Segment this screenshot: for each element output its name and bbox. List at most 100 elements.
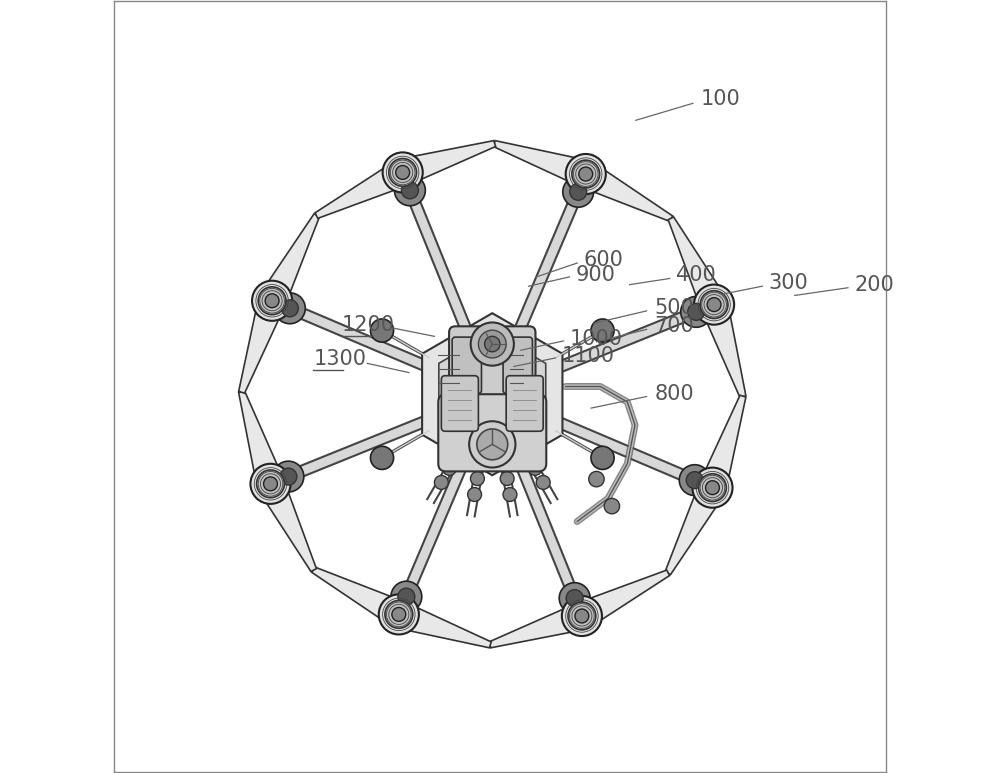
Circle shape — [591, 446, 614, 469]
Circle shape — [370, 446, 394, 469]
Polygon shape — [258, 478, 316, 571]
Text: 1000: 1000 — [569, 329, 622, 349]
Circle shape — [528, 461, 542, 475]
Circle shape — [679, 465, 710, 495]
FancyBboxPatch shape — [506, 376, 543, 431]
FancyBboxPatch shape — [449, 326, 535, 404]
Polygon shape — [439, 332, 546, 456]
Circle shape — [562, 596, 602, 636]
Circle shape — [706, 481, 719, 495]
FancyBboxPatch shape — [441, 376, 478, 431]
Polygon shape — [239, 391, 284, 488]
Circle shape — [485, 336, 500, 352]
Circle shape — [391, 581, 422, 612]
Circle shape — [604, 499, 620, 514]
Polygon shape — [699, 395, 746, 492]
Circle shape — [503, 488, 517, 502]
Circle shape — [570, 183, 587, 200]
Circle shape — [379, 594, 419, 635]
Circle shape — [692, 468, 733, 508]
Polygon shape — [665, 482, 725, 574]
Text: 1200: 1200 — [342, 315, 395, 335]
Circle shape — [370, 319, 394, 342]
Polygon shape — [701, 301, 746, 397]
Polygon shape — [260, 214, 319, 307]
Circle shape — [258, 287, 286, 315]
Circle shape — [264, 477, 277, 491]
Polygon shape — [558, 418, 697, 485]
Text: 300: 300 — [769, 273, 808, 293]
Circle shape — [591, 319, 614, 342]
Circle shape — [694, 284, 734, 325]
Circle shape — [385, 601, 413, 628]
Polygon shape — [576, 570, 670, 628]
Polygon shape — [239, 296, 285, 393]
Polygon shape — [489, 603, 586, 648]
Circle shape — [559, 583, 590, 614]
Circle shape — [572, 160, 600, 188]
FancyBboxPatch shape — [503, 337, 532, 393]
Polygon shape — [405, 189, 470, 329]
Circle shape — [699, 474, 726, 502]
Circle shape — [434, 475, 448, 489]
Circle shape — [478, 330, 506, 358]
Circle shape — [566, 590, 583, 607]
Circle shape — [252, 281, 292, 321]
Circle shape — [500, 472, 514, 485]
Polygon shape — [399, 141, 496, 186]
Circle shape — [280, 468, 297, 485]
Circle shape — [273, 461, 304, 492]
Circle shape — [394, 175, 425, 206]
Circle shape — [471, 322, 514, 366]
Circle shape — [468, 488, 482, 502]
Polygon shape — [558, 307, 698, 372]
Circle shape — [686, 472, 703, 489]
Polygon shape — [315, 160, 409, 218]
Circle shape — [383, 152, 423, 192]
Circle shape — [575, 609, 589, 623]
Circle shape — [566, 154, 606, 194]
Circle shape — [477, 429, 508, 460]
Circle shape — [707, 298, 721, 312]
Polygon shape — [394, 601, 491, 648]
Polygon shape — [668, 217, 726, 311]
Circle shape — [257, 470, 284, 498]
FancyBboxPatch shape — [452, 337, 481, 393]
Circle shape — [688, 303, 705, 320]
Circle shape — [265, 294, 279, 308]
Text: 100: 100 — [701, 90, 740, 110]
Circle shape — [700, 291, 728, 318]
Polygon shape — [579, 162, 673, 221]
Circle shape — [274, 293, 305, 324]
Polygon shape — [515, 460, 580, 600]
Polygon shape — [312, 567, 405, 627]
Circle shape — [392, 608, 406, 621]
Text: 700: 700 — [654, 316, 694, 336]
Circle shape — [536, 475, 550, 489]
Circle shape — [401, 182, 418, 199]
Text: 800: 800 — [654, 384, 694, 404]
Text: 1300: 1300 — [313, 349, 366, 369]
Polygon shape — [516, 189, 583, 329]
Text: 500: 500 — [654, 298, 694, 318]
Circle shape — [563, 176, 594, 207]
Circle shape — [589, 472, 604, 487]
Circle shape — [250, 464, 291, 504]
FancyBboxPatch shape — [438, 394, 546, 472]
Circle shape — [396, 165, 410, 179]
Circle shape — [568, 602, 596, 630]
Circle shape — [398, 588, 415, 605]
Text: 900: 900 — [576, 264, 615, 284]
Polygon shape — [493, 141, 590, 187]
Circle shape — [579, 167, 593, 181]
Circle shape — [281, 300, 298, 317]
Polygon shape — [422, 313, 562, 475]
Circle shape — [681, 296, 712, 327]
Text: 400: 400 — [676, 265, 716, 285]
Polygon shape — [288, 303, 427, 370]
Polygon shape — [286, 417, 426, 482]
Circle shape — [470, 472, 484, 485]
Text: 600: 600 — [583, 250, 623, 270]
Circle shape — [443, 461, 456, 475]
Circle shape — [469, 421, 515, 468]
